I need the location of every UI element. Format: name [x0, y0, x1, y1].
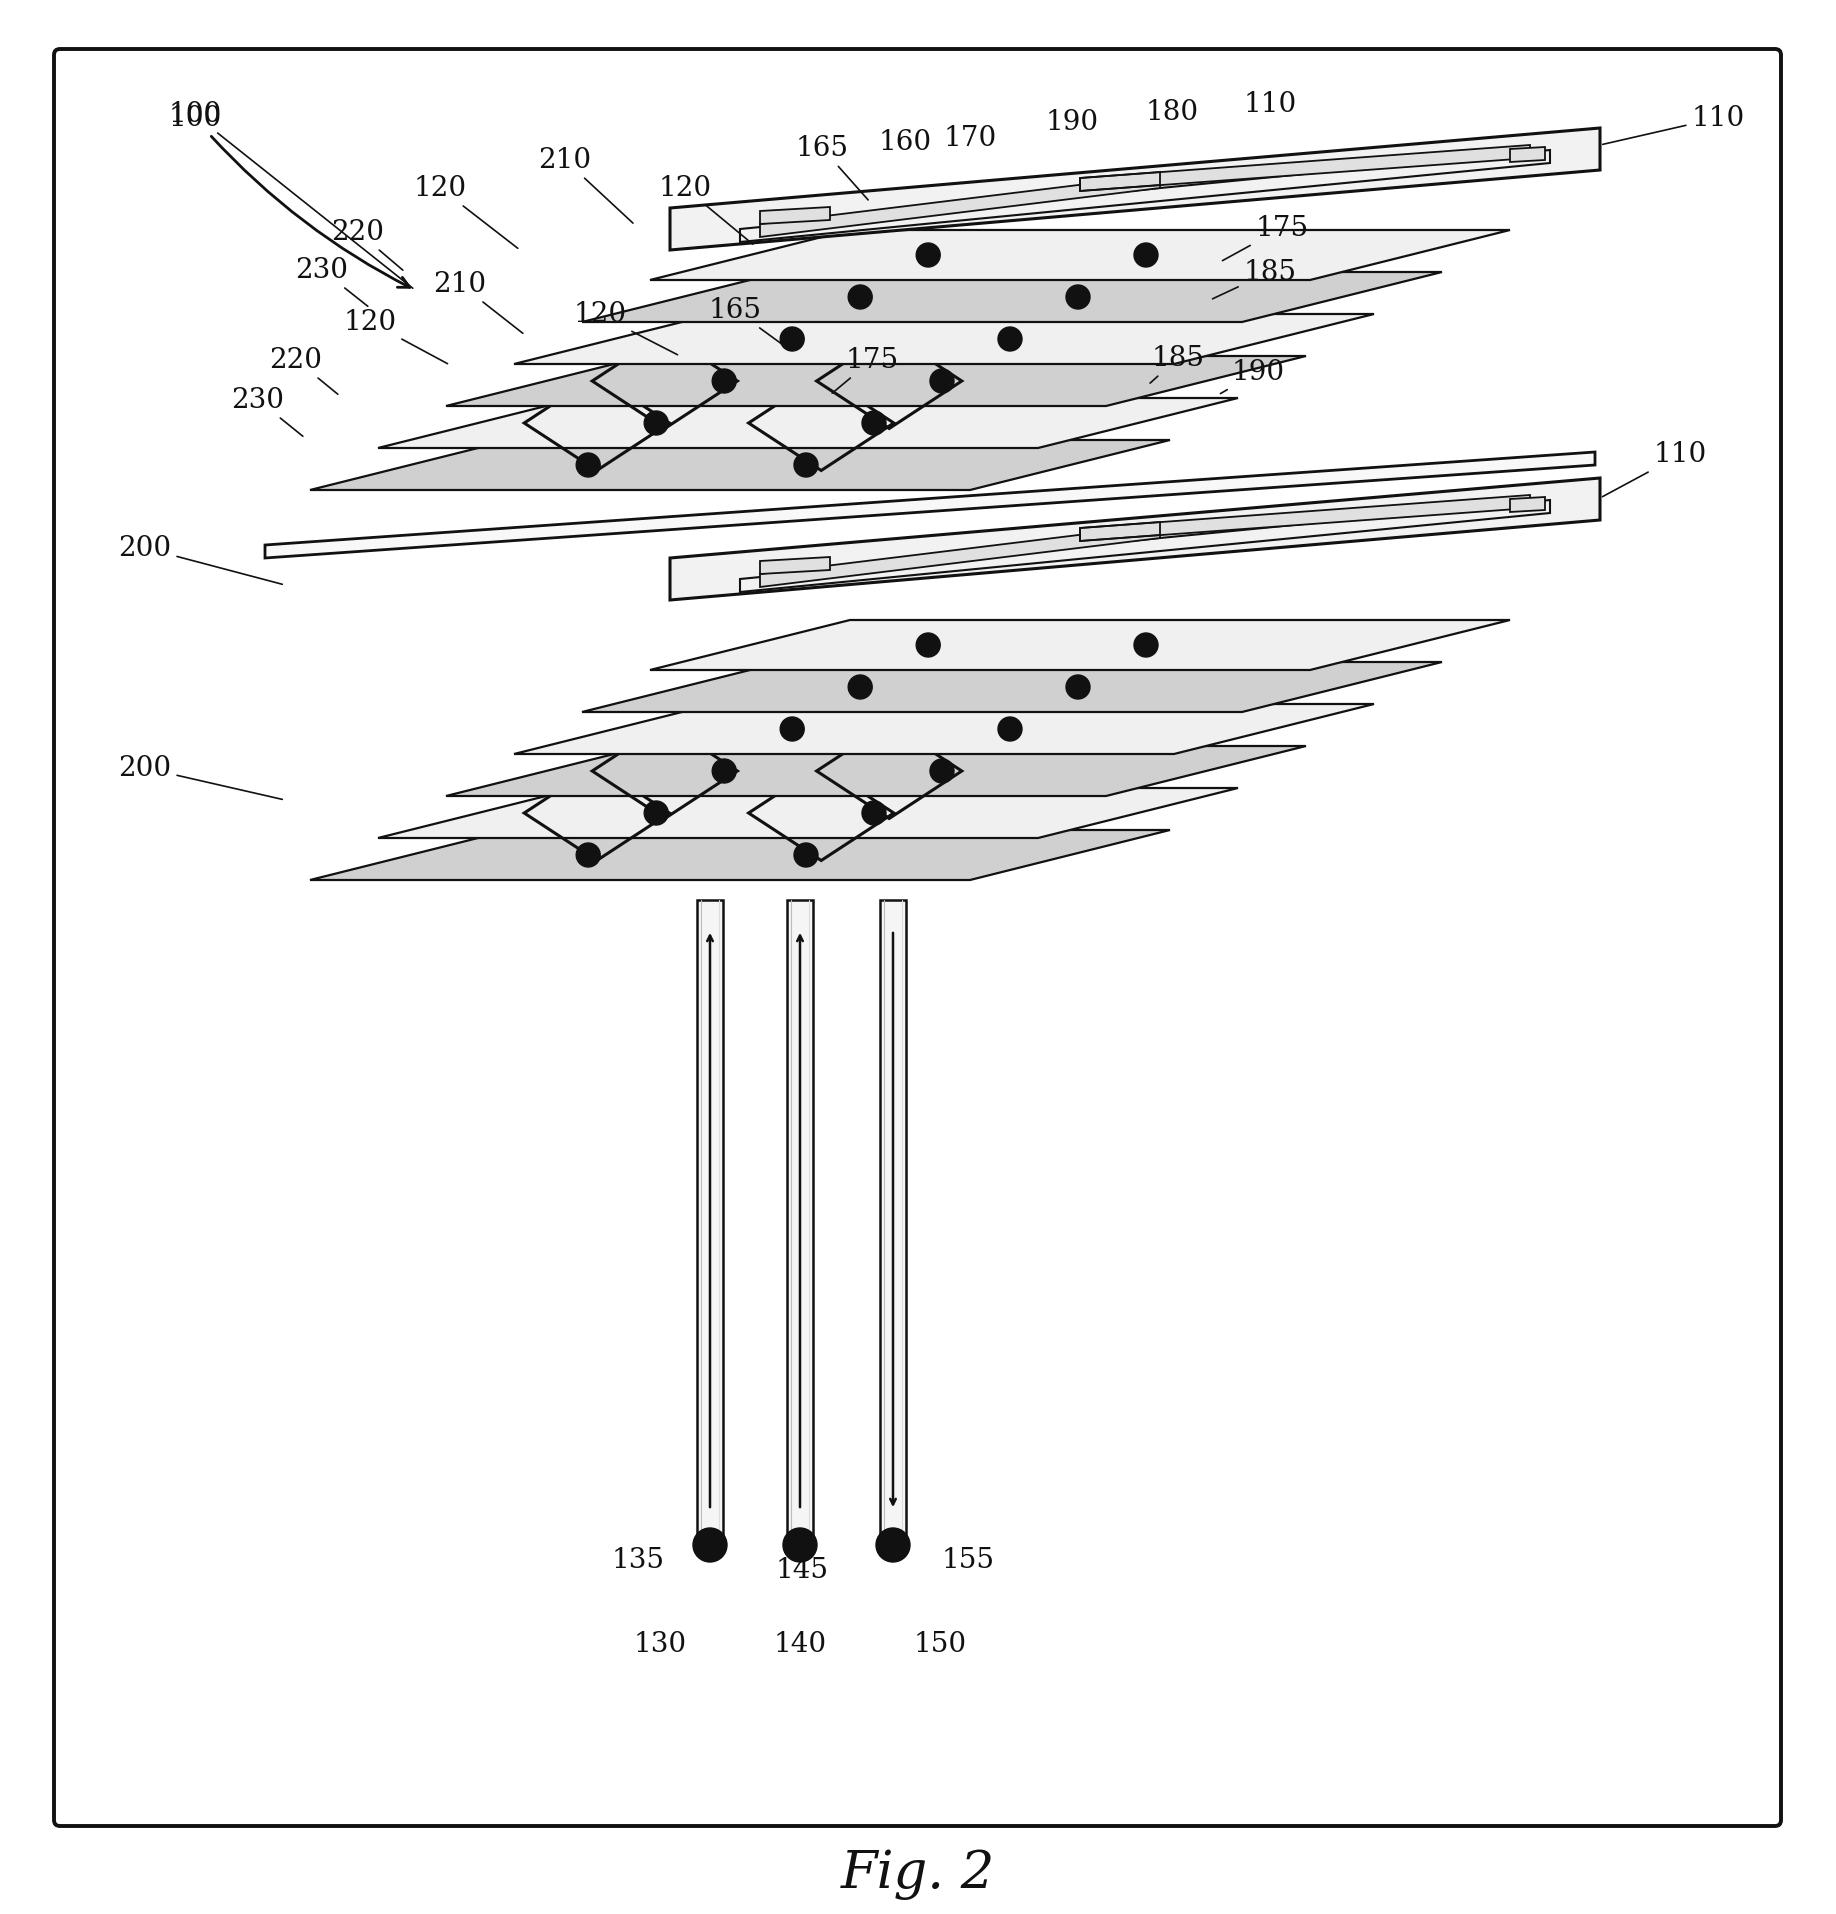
Text: 220: 220 [332, 218, 402, 270]
Circle shape [861, 412, 887, 434]
Polygon shape [582, 272, 1441, 322]
Polygon shape [760, 524, 1160, 588]
Circle shape [848, 285, 872, 308]
Text: 200: 200 [119, 534, 283, 584]
Text: 185: 185 [1212, 258, 1296, 299]
Polygon shape [650, 230, 1509, 279]
Text: 180: 180 [1146, 100, 1199, 126]
Circle shape [931, 760, 955, 783]
Text: 175: 175 [832, 346, 898, 392]
Circle shape [712, 369, 736, 392]
Circle shape [780, 718, 804, 741]
Text: 155: 155 [942, 1547, 995, 1573]
Text: 145: 145 [775, 1556, 828, 1583]
Text: 130: 130 [633, 1631, 687, 1659]
Polygon shape [760, 174, 1160, 237]
Polygon shape [650, 620, 1509, 670]
Text: 120: 120 [343, 308, 448, 364]
Circle shape [1135, 634, 1159, 657]
Circle shape [692, 1527, 727, 1562]
Text: 140: 140 [773, 1631, 826, 1659]
Circle shape [1067, 285, 1091, 308]
Polygon shape [1080, 145, 1529, 191]
Polygon shape [310, 440, 1170, 490]
Polygon shape [582, 662, 1441, 712]
Polygon shape [378, 789, 1237, 838]
Text: 120: 120 [413, 174, 518, 249]
Text: 185: 185 [1149, 345, 1204, 383]
Circle shape [861, 800, 887, 825]
Text: 150: 150 [914, 1631, 966, 1659]
Polygon shape [760, 557, 830, 574]
Polygon shape [310, 831, 1170, 880]
Text: 120: 120 [573, 302, 677, 354]
Text: 210: 210 [538, 147, 633, 224]
Circle shape [644, 800, 668, 825]
Polygon shape [446, 356, 1305, 406]
Polygon shape [446, 746, 1305, 796]
Circle shape [712, 760, 736, 783]
Text: 165: 165 [795, 134, 868, 199]
Polygon shape [1080, 496, 1529, 542]
Text: 100: 100 [169, 105, 409, 287]
Polygon shape [378, 398, 1237, 448]
Circle shape [916, 634, 940, 657]
Text: 110: 110 [1603, 442, 1707, 498]
Circle shape [793, 454, 819, 477]
Polygon shape [1509, 147, 1546, 163]
Text: 135: 135 [611, 1547, 665, 1573]
Text: 100: 100 [169, 101, 413, 289]
Text: 110: 110 [1243, 92, 1296, 119]
Circle shape [577, 454, 600, 477]
Polygon shape [698, 900, 723, 1541]
Circle shape [876, 1527, 911, 1562]
Polygon shape [670, 128, 1599, 251]
Text: 190: 190 [1045, 109, 1098, 136]
Polygon shape [264, 452, 1595, 559]
Text: 175: 175 [1223, 214, 1309, 260]
Circle shape [999, 327, 1023, 350]
Polygon shape [788, 900, 813, 1541]
Circle shape [1067, 676, 1091, 699]
Circle shape [999, 718, 1023, 741]
Text: 210: 210 [433, 270, 523, 333]
Text: 190: 190 [1221, 358, 1285, 394]
Text: 230: 230 [296, 256, 367, 306]
Polygon shape [670, 478, 1599, 599]
Polygon shape [514, 314, 1373, 364]
Text: 230: 230 [231, 387, 303, 436]
Text: 220: 220 [270, 346, 338, 394]
Text: 110: 110 [1603, 105, 1744, 144]
Circle shape [793, 842, 819, 867]
Text: 165: 165 [709, 297, 788, 348]
Polygon shape [760, 207, 830, 224]
Circle shape [916, 243, 940, 266]
Text: 170: 170 [944, 124, 997, 151]
Text: Fig. 2: Fig. 2 [841, 1849, 995, 1901]
Circle shape [931, 369, 955, 392]
Polygon shape [1509, 498, 1546, 513]
Text: 160: 160 [878, 130, 931, 157]
Text: 200: 200 [119, 754, 283, 800]
Circle shape [782, 1527, 817, 1562]
Text: 120: 120 [659, 174, 753, 245]
Polygon shape [879, 900, 905, 1541]
Circle shape [644, 412, 668, 434]
Circle shape [577, 842, 600, 867]
Circle shape [780, 327, 804, 350]
Circle shape [848, 676, 872, 699]
Polygon shape [514, 704, 1373, 754]
Circle shape [1135, 243, 1159, 266]
